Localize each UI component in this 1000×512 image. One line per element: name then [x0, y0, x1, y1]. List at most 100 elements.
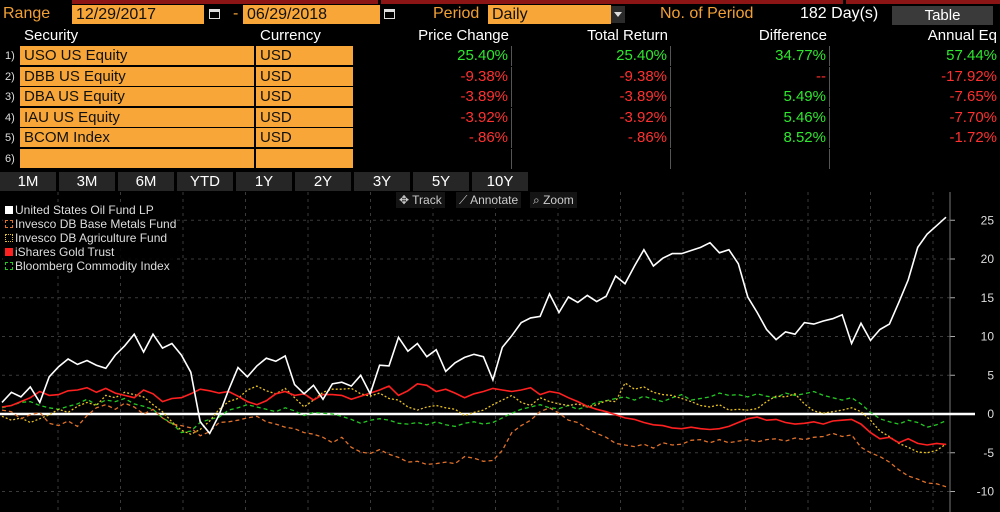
period-button[interactable]: 5Y: [413, 172, 469, 191]
column-header: Currency: [260, 27, 321, 44]
legend-label: Bloomberg Commodity Index: [15, 259, 170, 273]
row-number: 4): [5, 111, 15, 124]
security-cell[interactable]: IAU US Equity: [20, 107, 255, 128]
legend-item[interactable]: Invesco DB Agriculture Fund: [3, 231, 176, 245]
column-header: Price Change: [418, 27, 509, 44]
chevron-down-icon[interactable]: [611, 6, 625, 23]
price-change-cell: [356, 149, 512, 169]
security-cell[interactable]: BCOM Index: [20, 128, 255, 149]
column-header: Security: [24, 27, 79, 44]
row-number: 1): [5, 50, 15, 62]
price-change-cell: 25.40%: [356, 46, 512, 66]
currency-cell[interactable]: USD: [256, 128, 354, 149]
currency-cell[interactable]: USD: [256, 107, 354, 128]
legend-swatch: [5, 220, 13, 228]
table-row[interactable]: 4) IAU US Equity USD -3.92% -3.92% 5.46% -7.70…: [0, 107, 1000, 128]
period-button[interactable]: YTD: [177, 172, 233, 191]
date-separator: -: [233, 5, 239, 22]
table-row[interactable]: 6): [0, 149, 1000, 169]
row-number: 3): [5, 91, 15, 104]
calendar-icon[interactable]: [383, 7, 396, 20]
difference-cell: --: [672, 66, 830, 87]
period-button[interactable]: 3M: [59, 172, 115, 191]
top-strip: [0, 0, 1000, 4]
security-cell[interactable]: DBB US Equity: [20, 66, 255, 87]
tab-separator: [378, 0, 381, 4]
legend-item[interactable]: Invesco DB Base Metals Fund: [3, 217, 176, 231]
legend-swatch: [5, 206, 13, 214]
total-return-cell: [513, 149, 671, 169]
num-period-value[interactable]: 182 Day(s): [800, 5, 879, 22]
difference-cell: 5.46%: [672, 107, 830, 128]
legend-swatch: [5, 248, 13, 256]
performance-chart[interactable]: 25 20 15 10 5 0 -5 -10: [0, 192, 1000, 512]
y-tick-label: 10: [981, 330, 995, 344]
table-row[interactable]: 5) BCOM Index USD -.86% -.86% 8.52% -1.72%: [0, 128, 1000, 149]
row-number: 2): [5, 70, 15, 83]
range-label: Range: [3, 5, 51, 22]
start-date-field[interactable]: 12/29/2017: [72, 5, 204, 24]
period-select[interactable]: Daily: [488, 5, 611, 24]
currency-cell[interactable]: USD: [256, 46, 354, 66]
legend-swatch: [5, 234, 13, 242]
currency-cell[interactable]: USD: [256, 87, 354, 108]
period-button[interactable]: 1M: [0, 172, 56, 191]
period-button[interactable]: 6M: [118, 172, 174, 191]
tab-strip: [72, 0, 1000, 4]
annotate-label: Annotate: [470, 193, 519, 207]
y-tick-label: -5: [983, 446, 994, 460]
legend-label: United States Oil Fund LP: [15, 203, 154, 217]
y-tick-label: 15: [981, 291, 995, 305]
zoom-tool[interactable]: ⌕ Zoom: [530, 192, 577, 208]
total-return-cell: -3.89%: [513, 87, 671, 108]
y-tick-label: 0: [987, 407, 994, 421]
track-tool[interactable]: ✥ Track: [396, 192, 445, 208]
end-date-field[interactable]: 06/29/2018: [243, 5, 380, 24]
security-cell[interactable]: [20, 149, 255, 169]
total-return-cell: -.86%: [513, 128, 671, 149]
annual-eq-cell: -7.65%: [949, 88, 997, 106]
table-row[interactable]: 2) DBB US Equity USD -9.38% -9.38% -- -17.92%: [0, 66, 1000, 87]
calendar-icon[interactable]: [208, 7, 221, 20]
column-header: Difference: [758, 27, 827, 44]
y-tick-label: 20: [981, 252, 995, 266]
legend-item[interactable]: iShares Gold Trust: [3, 245, 176, 259]
track-label: Track: [412, 193, 442, 207]
series-line: [1, 382, 947, 446]
chart-legend: United States Oil Fund LP Invesco DB Base…: [3, 203, 177, 273]
magnifier-icon: ⌕: [533, 193, 544, 207]
price-change-cell: -3.92%: [356, 107, 512, 128]
security-cell[interactable]: USO US Equity: [20, 46, 255, 66]
y-tick-label: -10: [977, 485, 995, 499]
annotate-tool[interactable]: ⟋ Annotate: [456, 192, 522, 208]
pencil-icon: ⟋: [459, 193, 471, 207]
price-change-cell: -.86%: [356, 128, 512, 149]
legend-item[interactable]: United States Oil Fund LP: [3, 203, 176, 217]
annual-eq-cell: -1.72%: [949, 129, 997, 147]
zoom-label: Zoom: [543, 193, 574, 207]
period-button[interactable]: 3Y: [354, 172, 410, 191]
crosshair-icon: ✥: [399, 193, 413, 207]
currency-cell[interactable]: [256, 149, 354, 169]
header-bar: Range 12/29/2017 - 06/29/2018 Period Dai…: [0, 4, 1000, 25]
y-tick-label: 25: [981, 213, 995, 227]
legend-item[interactable]: Bloomberg Commodity Index: [3, 259, 176, 273]
security-cell[interactable]: DBA US Equity: [20, 87, 255, 108]
difference-cell: 8.52%: [672, 128, 830, 149]
difference-cell: 34.77%: [672, 46, 830, 66]
legend-label: Invesco DB Agriculture Fund: [15, 231, 168, 245]
legend-label: iShares Gold Trust: [15, 245, 115, 259]
price-change-cell: -3.89%: [356, 87, 512, 108]
period-button[interactable]: 1Y: [236, 172, 292, 191]
table-row[interactable]: 3) DBA US Equity USD -3.89% -3.89% 5.49% -7.65…: [0, 87, 1000, 108]
table-row[interactable]: 1) USO US Equity USD 25.40% 25.40% 34.77% 57.4…: [0, 46, 1000, 66]
period-button[interactable]: 10Y: [472, 172, 528, 191]
annual-eq-cell: -7.70%: [949, 108, 997, 126]
currency-cell[interactable]: USD: [256, 66, 354, 87]
period-button[interactable]: 2Y: [295, 172, 351, 191]
table-button[interactable]: Table: [892, 6, 993, 25]
tab-separator: [843, 0, 846, 4]
legend-swatch: [5, 262, 13, 270]
y-tick-label: 5: [987, 368, 994, 382]
annual-eq-cell: 57.44%: [946, 47, 997, 64]
